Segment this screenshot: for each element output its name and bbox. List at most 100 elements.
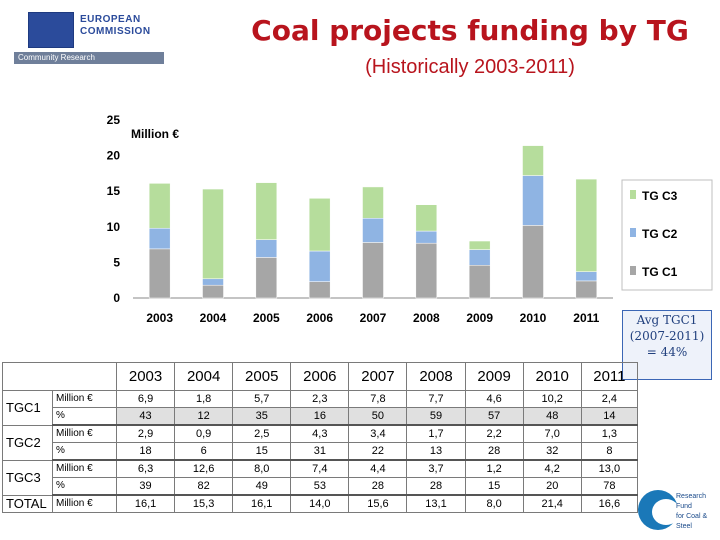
- table-cell: 22: [348, 442, 408, 461]
- total-label: TOTAL: [2, 494, 53, 513]
- avg-note: Avg TGC1 (2007-2011) = 44%: [622, 310, 712, 380]
- year-header: 2011: [580, 362, 639, 391]
- bar-tg-c1: [415, 242, 438, 299]
- rfcs-line1: Research Fund: [676, 493, 706, 510]
- table-cell: 2,9: [115, 424, 176, 443]
- bar-tg-c1: [575, 280, 598, 299]
- table-cell: 28: [348, 477, 408, 496]
- table-cell: 53: [290, 477, 350, 496]
- y-tick-label: 5: [113, 255, 120, 269]
- table-cell: 78: [580, 477, 639, 496]
- table-cell: 3,4: [348, 424, 408, 443]
- bar-tg-c1: [255, 257, 278, 299]
- table-cell: 39: [115, 477, 176, 496]
- table-cell: 2,5: [232, 424, 292, 443]
- y-tick-label: 15: [107, 184, 121, 198]
- bar-tg-c3: [148, 183, 171, 229]
- year-header: 2007: [348, 362, 408, 391]
- table-cell: 16: [290, 407, 350, 426]
- bar-tg-c3: [575, 178, 598, 272]
- table-row: % 43 12 35 16 50 59 57 48 14: [3, 407, 639, 426]
- unit-label: Million €: [52, 424, 117, 443]
- table-cell: 20: [522, 477, 582, 496]
- table-cell: 15: [232, 442, 292, 461]
- x-tick-label: 2011: [573, 311, 599, 325]
- table-cell: 49: [232, 477, 292, 496]
- year-header: 2006: [290, 362, 350, 391]
- unit-label: Million €: [52, 390, 117, 408]
- bar-tg-c1: [468, 264, 491, 299]
- table-cell: 4,6: [464, 390, 524, 408]
- table-cell: 3,7: [406, 459, 466, 478]
- unit-label: Million €: [52, 459, 117, 478]
- community-research-bar: Community Research: [14, 52, 164, 64]
- bar-tg-c1: [308, 281, 331, 299]
- legend-swatch: [630, 190, 636, 199]
- table-cell: 10,2: [522, 390, 582, 408]
- funding-table: 2003 2004 2005 2006 2007 2008 2009 2010 2011 TGC…: [2, 362, 639, 513]
- rfcs-logo-text: Research Fund for Coal & Steel: [676, 492, 720, 532]
- table-cell: 2,2: [464, 424, 524, 443]
- y-tick-label: 25: [107, 113, 121, 127]
- table-cell: 8,0: [464, 494, 524, 513]
- org-line2: COMMISSION: [80, 26, 151, 37]
- table-cell: 7,8: [348, 390, 408, 408]
- bar-tg-c3: [522, 145, 544, 176]
- table-cell: 57: [464, 407, 524, 426]
- table-row: % 39 82 49 53 28 28 15 20 78: [3, 477, 639, 496]
- org-line1: EUROPEAN: [80, 14, 141, 25]
- bar-tg-c2: [362, 218, 384, 243]
- bar-tg-c2: [468, 249, 491, 266]
- bar-tg-c3: [362, 186, 384, 219]
- table-cell: 1,8: [174, 390, 234, 408]
- table-row: TGC2 Million €2,9 0,9 2,5 4,3 3,4 1,7 2,2 7,0 1,3: [2, 424, 639, 461]
- y-tick-label: 10: [107, 220, 121, 234]
- table-cell: 48: [522, 407, 582, 426]
- year-header: 2004: [174, 362, 234, 391]
- table-cell: 2,3: [290, 390, 350, 408]
- group-label: TGC3: [2, 459, 53, 496]
- legend-box: [621, 179, 713, 291]
- table-cell: 21,4: [522, 494, 582, 513]
- legend-label: TG C1: [642, 265, 678, 279]
- x-tick-label: 2009: [466, 311, 493, 325]
- bar-tg-c2: [148, 227, 171, 250]
- x-tick-label: 2008: [413, 311, 440, 325]
- table-cell: 0,9: [174, 424, 234, 443]
- table-cell: 14,0: [290, 494, 350, 513]
- bar-tg-c2: [202, 278, 224, 286]
- table-cell: 31: [290, 442, 350, 461]
- table-cell: 50: [348, 407, 408, 426]
- table-cell: 16,6: [580, 494, 639, 513]
- table-cell: 1,7: [406, 424, 466, 443]
- rfcs-line2: for Coal & Steel: [676, 513, 708, 530]
- y-axis-label: Million €: [131, 127, 179, 141]
- table-header-row: 2003 2004 2005 2006 2007 2008 2009 2010 2011: [2, 362, 639, 391]
- table-cell: 8,0: [232, 459, 292, 478]
- unit-label: %: [52, 407, 117, 426]
- x-tick-label: 2007: [360, 311, 387, 325]
- table-row: % 18 6 15 31 22 13 28 32 8: [3, 442, 639, 461]
- bar-tg-c1: [362, 242, 384, 299]
- legend-label: TG C3: [642, 189, 678, 203]
- table-cell: 2,4: [580, 390, 639, 408]
- y-tick-label: 20: [107, 149, 121, 163]
- ec-logo-text: EUROPEAN COMMISSION: [80, 14, 151, 38]
- unit-label: %: [52, 477, 117, 496]
- table-cell: 6,9: [115, 390, 176, 408]
- rfcs-logo-inner: [652, 499, 680, 525]
- table-cell: 15,3: [174, 494, 234, 513]
- bar-tg-c3: [255, 182, 278, 240]
- bar-tg-c3: [468, 240, 491, 250]
- bar-tg-c2: [522, 175, 544, 226]
- group-label: TGC1: [2, 390, 53, 426]
- x-tick-label: 2005: [253, 311, 280, 325]
- bar-tg-c1: [202, 284, 224, 299]
- stacked-bar-chart: 0 5 10 15 20 25 Million € 2003 2004 2005 2006 2007 2…: [107, 113, 713, 325]
- table-cell: 13,0: [580, 459, 639, 478]
- legend-label: TG C2: [642, 227, 678, 241]
- x-tick-label: 2004: [200, 311, 227, 325]
- page-title: Coal projects funding by TG: [251, 14, 689, 47]
- bar-tg-c1: [522, 225, 544, 299]
- legend-swatch: [630, 266, 636, 275]
